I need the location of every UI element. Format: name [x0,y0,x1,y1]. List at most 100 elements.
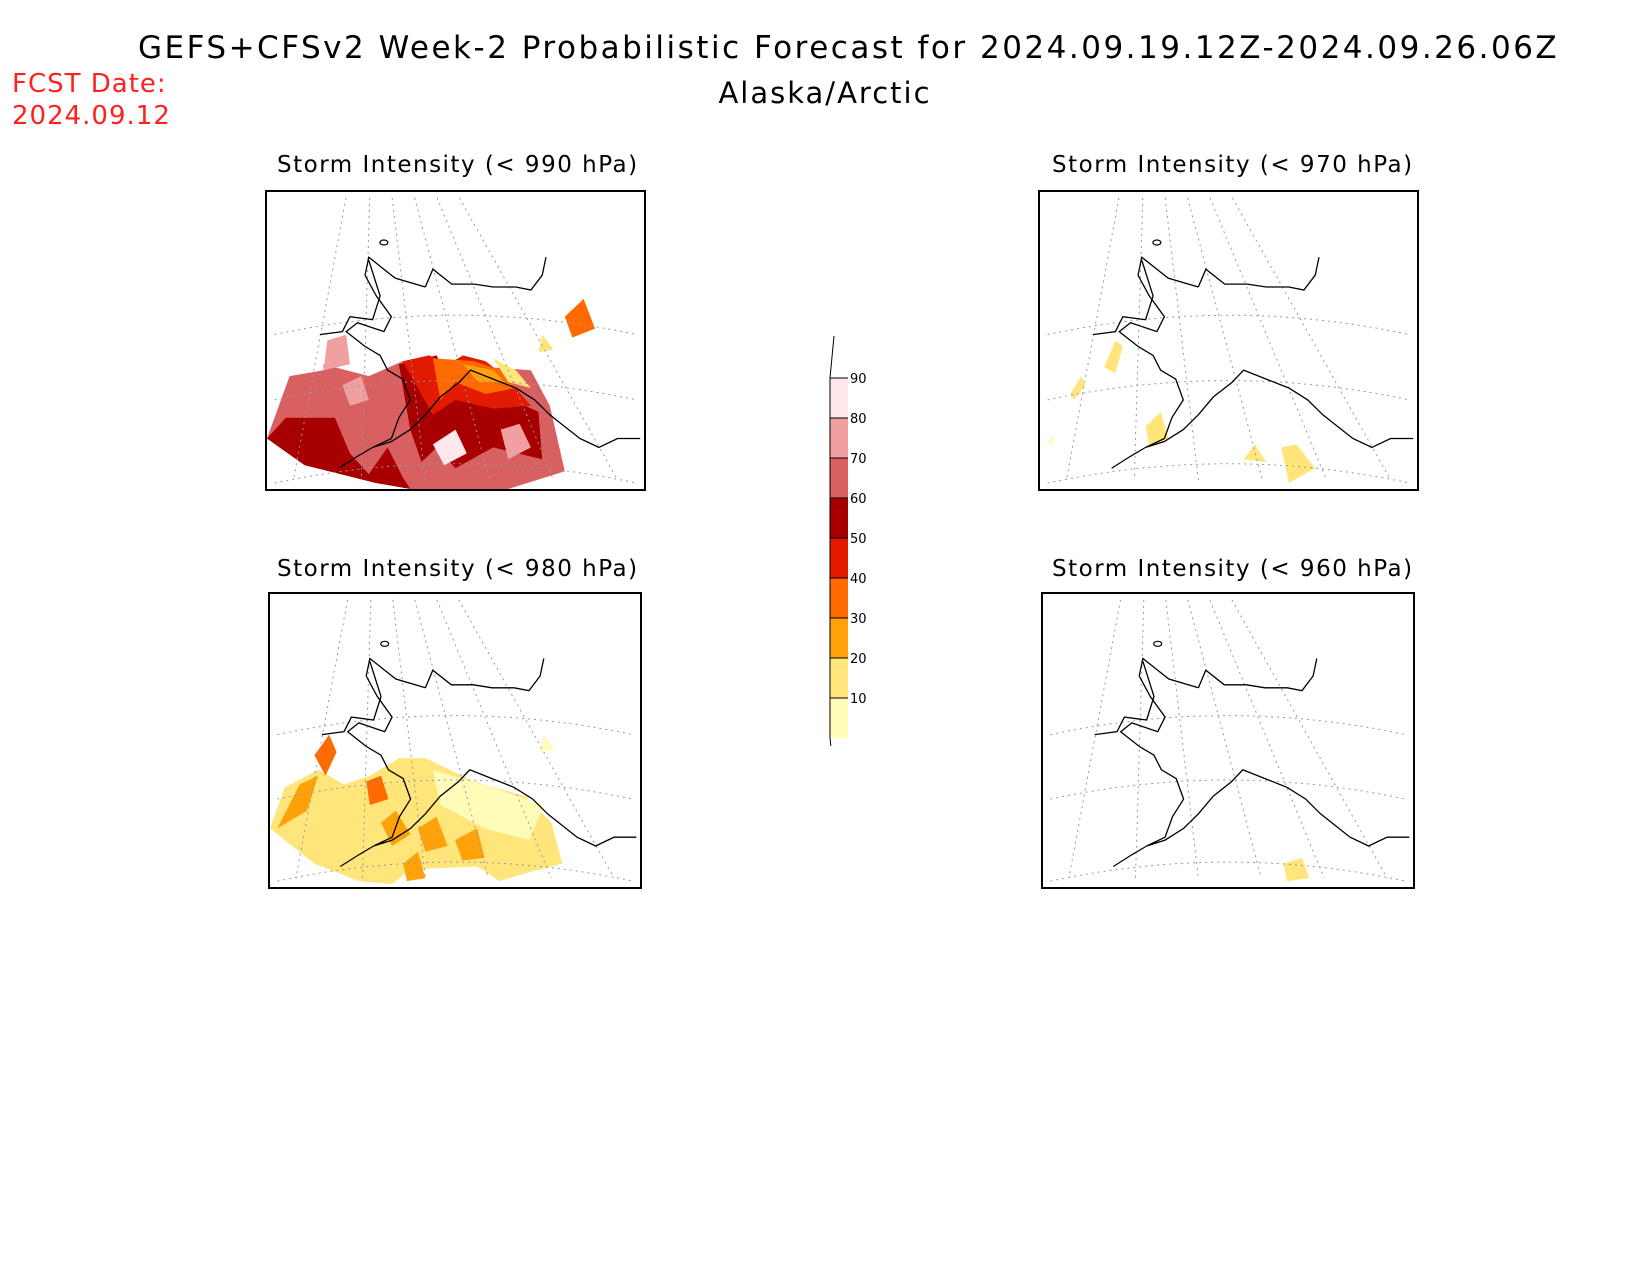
colorbar-bottom-cap [829,737,835,777]
aleutian-islands [338,446,373,469]
graticule-parallel [277,715,633,736]
map-base [277,599,637,882]
graticule-parallel [1047,314,1410,336]
panel-title-990: Storm Intensity (< 990 hPa) [277,152,639,178]
graticule-parallel [274,463,637,484]
probability-shading [540,734,555,753]
map-canvas-990 [267,197,641,489]
colorbar-tick-label: 90 [850,372,867,387]
coastline-north [1137,256,1199,288]
map-canvas-960 [1050,599,1410,882]
probability-shading [314,734,337,776]
graticule-parallel [1050,779,1406,800]
forecast-date-block: FCST Date: 2024.09.12 [12,68,171,132]
probability-shading [432,358,516,400]
map-panel-960 [1041,592,1415,889]
colorbar-swatch [830,578,848,618]
map-canvas-970 [1047,197,1414,484]
probability-shading [418,816,448,852]
colorbar-top-cap [829,335,835,379]
probability-shading [323,334,350,371]
probability-shading [538,334,554,353]
graticule-meridian [1135,599,1145,879]
probability-shading [366,775,389,805]
probability-shading [564,298,595,338]
graticule-parallel [1050,715,1406,736]
graticule-meridian [1209,599,1325,879]
colorbar-legend: 10 20 30 40 50 60 70 80 90 [800,335,870,777]
coastline-south [1118,274,1414,449]
map-panel-970 [1038,190,1419,491]
colorbar-tick-label: 20 [850,652,867,667]
coastline-south [345,274,641,449]
shading-layer [270,734,563,885]
graticule-parallel [274,314,637,336]
probability-shading [277,775,319,829]
graticule-meridian [1065,197,1120,481]
map-panel-990 [265,190,646,491]
graticule-meridian [1133,197,1144,481]
colorbar-tick-label: 40 [850,572,867,587]
coastline-arctic [1197,658,1318,692]
map-canvas-980 [270,599,637,885]
colorbar-tick-label: 70 [850,452,867,467]
probability-shading [342,376,369,406]
graticule-meridian [1232,197,1392,481]
probability-shading [267,417,411,489]
aleutian-islands [339,845,374,868]
coastline-south [1119,675,1410,847]
panel-title-970: Storm Intensity (< 970 hPa) [1052,152,1414,178]
graticule-parallel [1047,463,1410,484]
probability-shading [455,828,485,861]
coastline-south [346,675,637,847]
graticule-meridian [1068,599,1122,879]
panel-title-980: Storm Intensity (< 980 hPa) [277,556,639,582]
forecast-date-label: FCST Date: [12,69,167,99]
coastline-russia [321,661,382,736]
coastline-north [1138,657,1199,689]
probability-shading [1047,435,1056,448]
colorbar-swatch [830,458,848,498]
colorbar-tick-label: 50 [850,532,867,547]
coastline-north [365,657,426,689]
graticule-parallel [1050,861,1406,882]
probability-shading [432,769,544,841]
colorbar-tick-label: 30 [850,612,867,627]
main-title: GEFS+CFSv2 Week-2 Probabilistic Forecast… [138,30,1560,66]
graticule-meridian [362,599,372,879]
shading-layer [1047,340,1316,484]
region-subtitle: Alaska/Arctic [718,76,932,110]
coastline-russia [1092,260,1154,336]
colorbar-tick-label: 80 [850,412,867,427]
probability-shading [1145,411,1169,448]
colorbar-swatch [830,538,848,578]
colorbar-swatch [830,418,848,458]
map-panel-980 [268,592,642,889]
map-base [1050,599,1410,882]
graticule-meridian [1209,197,1327,481]
colorbar-swatch [830,498,848,538]
graticule-meridian [1231,599,1388,879]
graticule-parallel [274,380,637,401]
graticule-meridian [1187,197,1263,481]
probability-shading [1104,340,1123,374]
colorbar-swatch [830,658,848,698]
map-base [1047,197,1414,484]
graticule-meridian [1187,599,1262,879]
probability-shading [1283,857,1310,882]
probability-shading [403,851,426,882]
probability-shading [432,429,467,466]
colorbar-canvas: 10 20 30 40 50 60 70 80 90 [829,335,867,777]
probability-shading [493,358,531,388]
island [380,640,390,647]
coastline-russia [319,260,381,336]
graticule-parallel [1047,380,1410,401]
probability-shading [500,423,531,460]
island [379,239,389,246]
graticule-meridian [414,197,490,481]
colorbar-tick-label: 10 [850,692,867,707]
island [1152,239,1162,246]
coastline-arctic [1197,257,1320,291]
coastline-north [364,256,426,288]
island [1153,640,1163,647]
